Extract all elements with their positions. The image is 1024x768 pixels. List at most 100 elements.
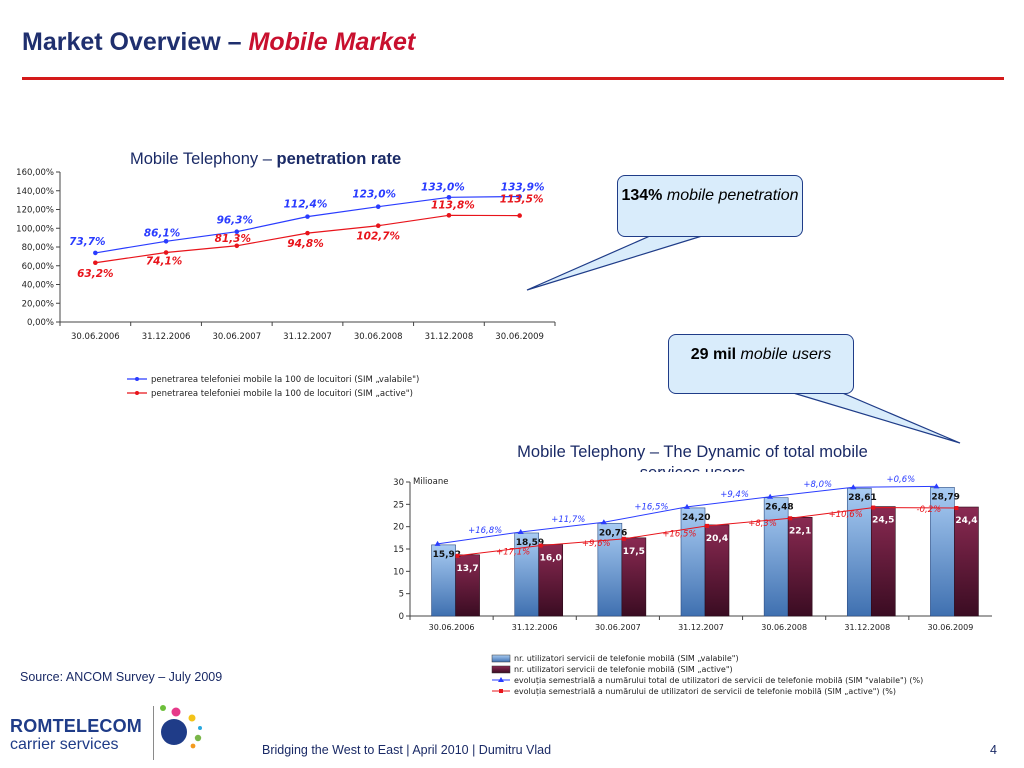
legend-label: nr. utilizatori servicii de telefonie mo… — [514, 654, 739, 663]
users-callout-value: 29 mil — [690, 346, 737, 363]
data-label: 113,5% — [500, 194, 544, 206]
bar-label-active: 24,4 — [955, 516, 977, 526]
x-tick-label: 30.06.2006 — [71, 332, 120, 342]
growth-label-valabile: +8,0% — [803, 480, 832, 490]
legend-marker — [135, 391, 139, 395]
growth-label-valabile: +16,8% — [468, 526, 502, 536]
penetration-callout: 134% mobile penetration — [617, 175, 803, 237]
legend-swatch — [491, 665, 511, 674]
data-label: 86,1% — [144, 227, 180, 239]
bar-valabile — [680, 507, 706, 617]
y-tick-label: 25 — [393, 500, 404, 510]
data-label: 96,3% — [217, 215, 253, 227]
bar-label-active: 20,4 — [706, 534, 728, 544]
users-callout-text: mobile users — [740, 346, 832, 363]
penetration-callout-text: mobile penetration — [666, 187, 799, 204]
y-tick-label: 140,00% — [16, 187, 54, 197]
bar-active — [954, 506, 979, 617]
growth-label-active: +9,6% — [582, 539, 611, 549]
growth-label-valabile: +16,5% — [634, 503, 668, 513]
growth-marker-active — [705, 523, 709, 528]
y-tick-label: 20,00% — [22, 299, 54, 309]
x-tick-label: 30.06.2008 — [354, 332, 403, 342]
bar-valabile — [930, 487, 955, 617]
data-label: 73,7% — [69, 236, 105, 248]
logo-subtitle: carrier services — [10, 736, 119, 753]
growth-marker-active — [455, 553, 460, 558]
x-tick-label: 30.06.2007 — [595, 623, 641, 632]
y-axis-label: Milioane — [413, 477, 448, 487]
data-label: 63,2% — [77, 268, 113, 280]
growth-label-valabile: +9,4% — [720, 490, 749, 500]
footer-text: Bridging the West to East | April 2010 |… — [262, 743, 552, 757]
data-label: 113,8% — [431, 199, 475, 211]
y-tick-label: 100,00% — [16, 224, 54, 234]
bar-label-valabile: 15,92 — [433, 550, 461, 560]
bar-active — [870, 506, 896, 617]
x-tick-label: 30.06.2009 — [928, 623, 974, 632]
growth-marker-active — [621, 536, 626, 541]
data-point — [517, 213, 522, 218]
page-number: 4 — [990, 743, 997, 757]
bar-label-valabile: 18,59 — [516, 538, 544, 548]
legend-marker — [498, 677, 504, 682]
logo-divider — [153, 706, 154, 760]
data-label: 94,8% — [287, 238, 323, 250]
bar-valabile — [597, 522, 623, 617]
bar-valabile — [431, 544, 456, 617]
data-label: 112,4% — [284, 199, 328, 211]
data-point — [375, 204, 381, 209]
title-divider — [22, 77, 1004, 80]
penetration-chart-title: Mobile Telephony – penetration rate — [130, 150, 401, 169]
growth-label-valabile: +11,7% — [551, 515, 585, 525]
bar-label-active: 16,0 — [540, 554, 562, 564]
logo-wordmark: ROMTELECOM — [10, 716, 142, 736]
bar-valabile — [763, 497, 789, 617]
bar-active — [621, 537, 647, 617]
growth-marker-valabile — [684, 503, 690, 509]
data-point — [305, 214, 310, 219]
growth-marker-active — [871, 505, 876, 510]
growth-marker-active — [538, 543, 543, 548]
growth-marker-valabile — [600, 519, 607, 525]
x-tick-label: 31.12.2006 — [512, 623, 558, 632]
bar-active — [455, 554, 480, 617]
penetration-chart-title-bold: penetration rate — [276, 150, 402, 168]
bar-label-active: 17,5 — [623, 547, 645, 557]
data-point — [93, 250, 98, 256]
growth-label-valabile: +0,6% — [886, 475, 915, 485]
data-point — [517, 194, 522, 199]
x-tick-label: 31.12.2007 — [678, 623, 724, 632]
y-tick-label: 0 — [399, 612, 404, 622]
legend-label: penetrarea telefoniei mobile la 100 de l… — [151, 375, 419, 385]
data-point — [446, 213, 452, 218]
page-title: Market Overview – Mobile Market — [22, 28, 415, 57]
y-tick-label: 30 — [393, 478, 404, 488]
bar-label-active: 13,7 — [456, 564, 478, 574]
legend-swatch — [491, 654, 511, 663]
growth-label-active: +17,1% — [496, 548, 530, 558]
growth-marker-valabile — [933, 483, 940, 489]
logo-dots-icon — [160, 705, 202, 749]
x-tick-label: 30.06.2009 — [495, 332, 544, 342]
y-tick-label: 60,00% — [22, 262, 54, 272]
y-tick-label: 160,00% — [16, 168, 54, 178]
bar-label-valabile: 28,79 — [931, 492, 959, 502]
bar-label-valabile: 26,48 — [765, 503, 793, 513]
growth-label-active: -0,2% — [917, 505, 942, 515]
data-point — [375, 223, 381, 229]
y-tick-label: 80,00% — [22, 243, 54, 253]
x-tick-label: 31.12.2006 — [142, 332, 191, 342]
bar-label-valabile: 28,61 — [848, 493, 876, 503]
growth-marker-active — [954, 506, 959, 511]
data-label: 74,1% — [146, 256, 182, 268]
data-label: 102,7% — [356, 231, 400, 243]
growth-label-active: +16,5% — [662, 529, 696, 539]
x-tick-label: 31.12.2008 — [425, 332, 474, 342]
growth-marker-valabile — [767, 493, 774, 499]
data-point — [93, 260, 98, 266]
y-tick-label: 5 — [399, 590, 404, 600]
data-point — [234, 229, 240, 235]
bar-active — [538, 544, 564, 617]
x-tick-label: 31.12.2008 — [844, 623, 890, 632]
